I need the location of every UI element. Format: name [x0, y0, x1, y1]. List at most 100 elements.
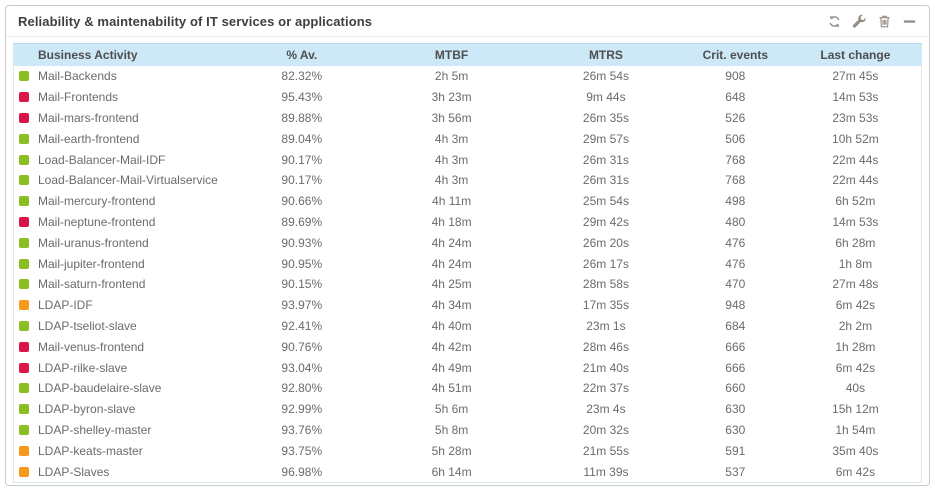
last-change-cell: 27m 45s — [832, 69, 879, 84]
crit-events-cell: 476 — [725, 235, 746, 250]
table-row: Load-Balancer-Mail-IDF 90.17% 4h 3m 26m 31s… — [14, 149, 922, 170]
table-row: Mail-jupiter-frontend 90.95% 4h 24m 26m 17s… — [14, 253, 922, 274]
table-row: Mail-Frontends 95.43% 3h 23m 9m 44s 648 14m 5… — [14, 87, 922, 108]
status-indicator — [19, 300, 29, 311]
business-activity-cell: LDAP-tseliot-slave — [14, 316, 232, 337]
business-activity-name[interactable]: Load-Balancer-Mail-IDF — [38, 152, 166, 167]
refresh-button[interactable] — [827, 14, 842, 29]
ba-table-container: Business Activity% Av. MTBF MTRS Crit. even… — [13, 43, 922, 483]
configure-button[interactable] — [852, 14, 867, 29]
table-row: Mail-venus-frontend 90.76% 4h 42m 28m 46s 66… — [14, 336, 922, 357]
status-indicator — [19, 404, 29, 415]
status-indicator — [19, 424, 29, 435]
delete-button[interactable] — [877, 14, 892, 29]
last-change-cell: 6m 42s — [835, 360, 876, 375]
last-change-cell: 1h 54m — [835, 422, 876, 437]
business-activity-name[interactable]: Mail-Frontends — [38, 90, 119, 105]
crit-events-cell: 470 — [725, 277, 746, 292]
mtrs-cell: 26m 31s — [582, 152, 629, 167]
last-change-cell: 15h 12m — [832, 402, 879, 417]
crit-events-cell: 480 — [725, 214, 746, 229]
business-activity-cell: Mail-earth-frontend — [14, 128, 232, 149]
ba-table: Business Activity% Av. MTBF MTRS Crit. even… — [13, 43, 922, 483]
mtrs-cell: 23m 1s — [586, 318, 626, 333]
crit-events-cell: 666 — [725, 339, 746, 354]
table-row: Load-Balancer-Mail-Virtualservice 90.17% 4… — [14, 170, 922, 191]
last-change-cell: 1h 28m — [835, 339, 876, 354]
table-row: LDAP-IDF 93.97% 4h 34m 17m 35s 948 6m 42s — [14, 295, 922, 316]
crit-events-cell: 476 — [725, 256, 746, 271]
business-activity-name[interactable]: Mail-mercury-frontend — [38, 194, 156, 209]
business-activity-name[interactable]: Mail-venus-frontend — [38, 339, 145, 354]
column-header-mtrs[interactable]: MTRS — [531, 43, 681, 66]
crit-events-cell: 948 — [725, 298, 746, 313]
business-activity-name[interactable]: Mail-earth-frontend — [38, 131, 140, 146]
status-indicator — [19, 383, 29, 394]
business-activity-name[interactable]: Mail-Backends — [38, 69, 117, 84]
availability-cell: 90.15% — [281, 277, 323, 292]
availability-cell: 89.69% — [281, 214, 323, 229]
column-header-crit-events[interactable]: Crit. events — [680, 43, 790, 66]
last-change-cell: 14m 53s — [832, 214, 879, 229]
mtrs-cell: 26m 54s — [582, 69, 629, 84]
mtbf-cell: 4h 40m — [431, 318, 472, 333]
crit-events-cell: 526 — [725, 110, 746, 125]
status-indicator — [19, 71, 29, 82]
table-row: LDAP-tseliot-slave 92.41% 4h 40m 23m 1s 684 2… — [14, 316, 922, 337]
mtrs-cell: 9m 44s — [586, 90, 626, 105]
business-activity-cell: LDAP-byron-slave — [14, 399, 232, 420]
column-header-last-change[interactable]: Last change — [789, 43, 922, 66]
status-indicator — [19, 237, 29, 248]
mtrs-cell: 26m 20s — [582, 235, 629, 250]
business-activity-name[interactable]: Mail-saturn-frontend — [38, 277, 146, 292]
widget-header: Reliability & maintenability of IT servi… — [6, 6, 929, 37]
business-activity-name[interactable]: Mail-jupiter-frontend — [38, 256, 145, 271]
business-activity-cell: LDAP-rilke-slave — [14, 357, 232, 378]
last-change-cell: 40s — [845, 381, 866, 396]
business-activity-name[interactable]: LDAP-baudelaire-slave — [38, 381, 162, 396]
business-activity-name[interactable]: LDAP-rilke-slave — [38, 360, 128, 375]
mtbf-cell: 4h 42m — [431, 339, 472, 354]
mtrs-cell: 25m 54s — [582, 194, 629, 209]
business-activity-name[interactable]: Mail-mars-frontend — [38, 110, 139, 125]
collapse-button[interactable] — [902, 14, 917, 29]
last-change-cell: 22m 44s — [832, 152, 879, 167]
business-activity-name[interactable]: LDAP-IDF — [38, 298, 93, 313]
business-activity-name[interactable]: Mail-uranus-frontend — [38, 235, 149, 250]
availability-cell: 90.95% — [281, 256, 323, 271]
column-header-av[interactable]: % Av. — [231, 43, 373, 66]
trash-icon — [879, 15, 890, 28]
crit-events-cell: 630 — [725, 402, 746, 417]
column-header-business-activity[interactable]: Business Activity — [13, 43, 232, 66]
table-header-row: Business Activity% Av. MTBF MTRS Crit. even… — [13, 43, 922, 66]
last-change-cell: 22m 44s — [832, 173, 879, 188]
availability-cell: 90.93% — [281, 235, 323, 250]
business-activity-name[interactable]: LDAP-byron-slave — [38, 402, 136, 417]
business-activity-name[interactable]: LDAP-shelley-master — [38, 422, 152, 437]
business-activity-cell: LDAP-baudelaire-slave — [14, 378, 232, 399]
mtbf-cell: 5h 8m — [434, 422, 469, 437]
mtrs-cell: 28m 58s — [582, 277, 629, 292]
business-activity-cell: Mail-neptune-frontend — [14, 212, 232, 233]
status-indicator — [19, 258, 29, 269]
business-activity-name[interactable]: LDAP-keats-master — [38, 443, 143, 458]
business-activity-cell: Mail-uranus-frontend — [14, 232, 232, 253]
column-header-mtbf[interactable]: MTBF — [372, 43, 532, 66]
last-change-cell: 6h 28m — [835, 235, 876, 250]
status-indicator — [19, 154, 29, 165]
business-activity-name[interactable]: Mail-neptune-frontend — [38, 214, 156, 229]
mtbf-cell: 4h 18m — [431, 214, 472, 229]
crit-events-cell: 506 — [725, 131, 746, 146]
business-activity-name[interactable]: Load-Balancer-Mail-Virtualservice — [38, 173, 218, 188]
business-activity-cell: Mail-mars-frontend — [14, 108, 232, 129]
table-row: Mail-earth-frontend 89.04% 4h 3m 29m 57s 506… — [14, 128, 922, 149]
business-activity-name[interactable]: LDAP-Slaves — [38, 464, 110, 479]
business-activity-name[interactable]: LDAP-tseliot-slave — [38, 318, 137, 333]
status-indicator — [19, 112, 29, 123]
mtrs-cell: 26m 17s — [582, 256, 629, 271]
mtbf-cell: 4h 49m — [431, 360, 472, 375]
availability-cell: 89.88% — [281, 110, 323, 125]
availability-cell: 90.76% — [281, 339, 323, 354]
table-row: LDAP-keats-master 93.75% 5h 28m 21m 55s 591 3… — [14, 440, 922, 461]
mtrs-cell: 21m 55s — [582, 443, 629, 458]
